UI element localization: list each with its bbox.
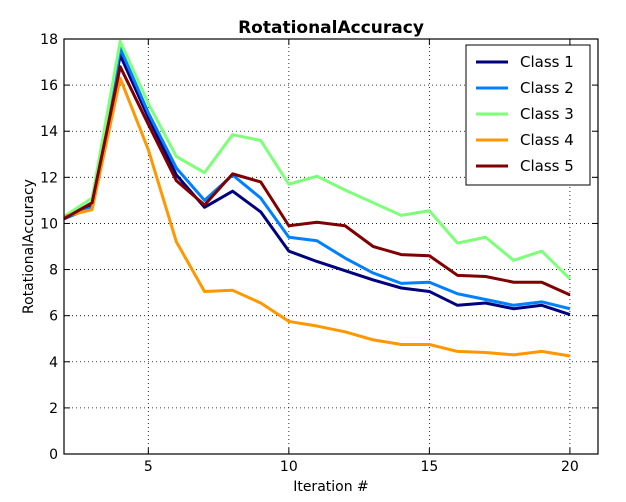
series-lines [63,39,571,358]
y-tick-label: 6 [49,309,58,325]
y-tick-label: 18 [40,32,58,48]
series-line-class-3 [63,39,571,280]
x-tick-label: 15 [420,459,438,475]
legend: Class 1 Class 2 Class 3 Class 4 Class 5 [465,44,591,186]
y-axis-label: RotationalAccuracy [21,179,37,314]
legend-label: Class 2 [520,79,574,97]
series-line-class-2 [63,46,571,311]
y-tick-label: 8 [49,263,58,279]
plot-frame [63,38,599,455]
y-tick-label: 14 [40,124,58,140]
y-tick-label: 12 [40,170,58,186]
x-axis-label: Iteration # [293,479,369,495]
x-tick-label: 20 [561,459,579,475]
y-tick-label: 2 [49,401,58,417]
legend-label: Class 1 [520,53,574,71]
legend-label: Class 5 [520,157,574,175]
legend-label: Class 3 [520,105,574,123]
y-tick-label: 16 [40,78,58,94]
series-line-class-1 [63,53,571,316]
chart-title: RotationalAccuracy [238,18,424,38]
series-line-class-5 [63,65,571,297]
legend-label: Class 4 [520,131,574,149]
y-tick-label: 4 [49,355,58,371]
y-tick-label: 10 [40,216,58,232]
x-tick-label: 5 [144,459,153,475]
y-tick-label: 0 [49,447,58,463]
x-tick-label: 10 [280,459,298,475]
series-line-class-4 [63,76,571,358]
